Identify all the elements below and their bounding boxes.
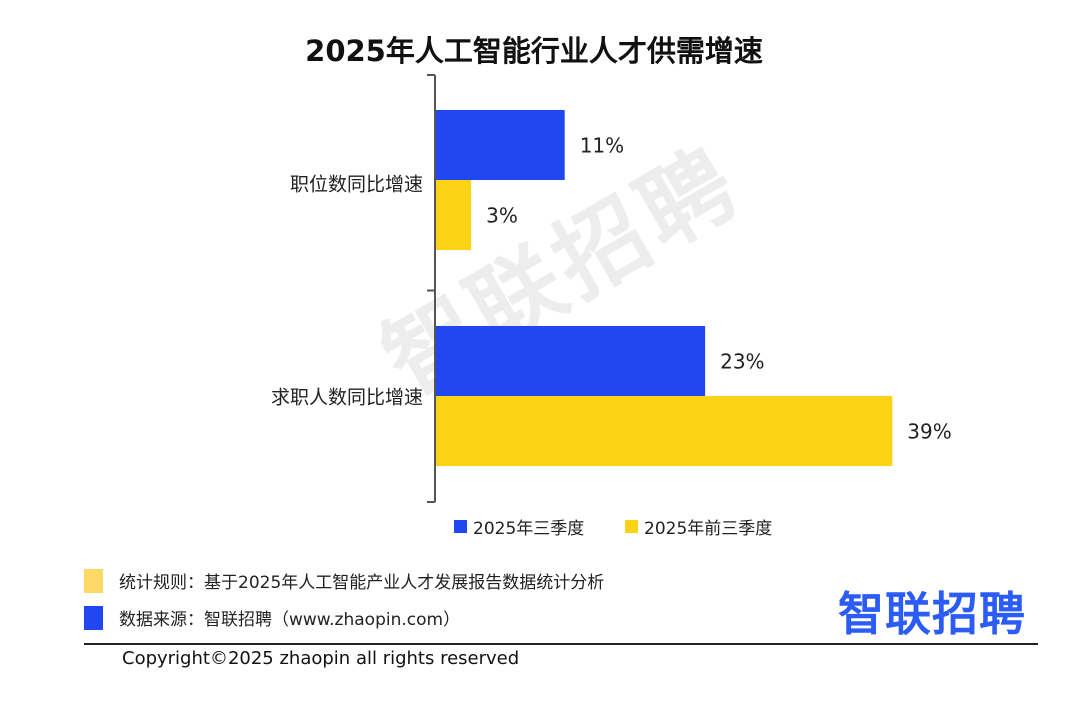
data-label-0-0: 11% <box>580 134 624 158</box>
bar-q3-1 <box>436 326 706 396</box>
legend-label: 2025年三季度 <box>473 519 585 539</box>
legend-label: 2025年前三季度 <box>644 519 773 539</box>
note-marker-yellow <box>84 568 103 593</box>
legend-swatch-blue <box>454 520 467 533</box>
data-label-0-1: 23% <box>720 350 764 374</box>
bar-ytd-1 <box>436 396 893 466</box>
bar-ytd-0 <box>436 180 472 250</box>
data-label-1-1: 39% <box>907 420 951 444</box>
data-label-1-0: 3% <box>486 204 518 228</box>
divider <box>84 643 1038 645</box>
category-label-1: 求职人数同比增速 <box>271 387 423 409</box>
note-data-source: 数据来源：智联招聘（www.zhaopin.com） <box>84 605 460 630</box>
copyright-text: Copyright©2025 zhaopin all rights reserv… <box>122 648 520 669</box>
chart-title: 2025年人工智能行业人才供需增速 <box>305 34 763 68</box>
note-text: 数据来源：智联招聘（www.zhaopin.com） <box>119 610 461 630</box>
legend-swatch-yellow <box>625 520 638 533</box>
bar-q3-0 <box>436 110 565 180</box>
legend-item-series1: 2025年三季度 <box>454 514 584 539</box>
zhaopin-logo: 智联招聘 <box>838 587 1026 641</box>
legend-item-series2: 2025年前三季度 <box>625 514 772 539</box>
note-marker-blue <box>84 605 103 630</box>
note-text: 统计规则：基于2025年人工智能产业人才发展报告数据统计分析 <box>119 573 605 593</box>
category-label-0: 职位数同比增速 <box>290 174 423 196</box>
note-statistics-rule: 统计规则：基于2025年人工智能产业人才发展报告数据统计分析 <box>84 568 604 593</box>
